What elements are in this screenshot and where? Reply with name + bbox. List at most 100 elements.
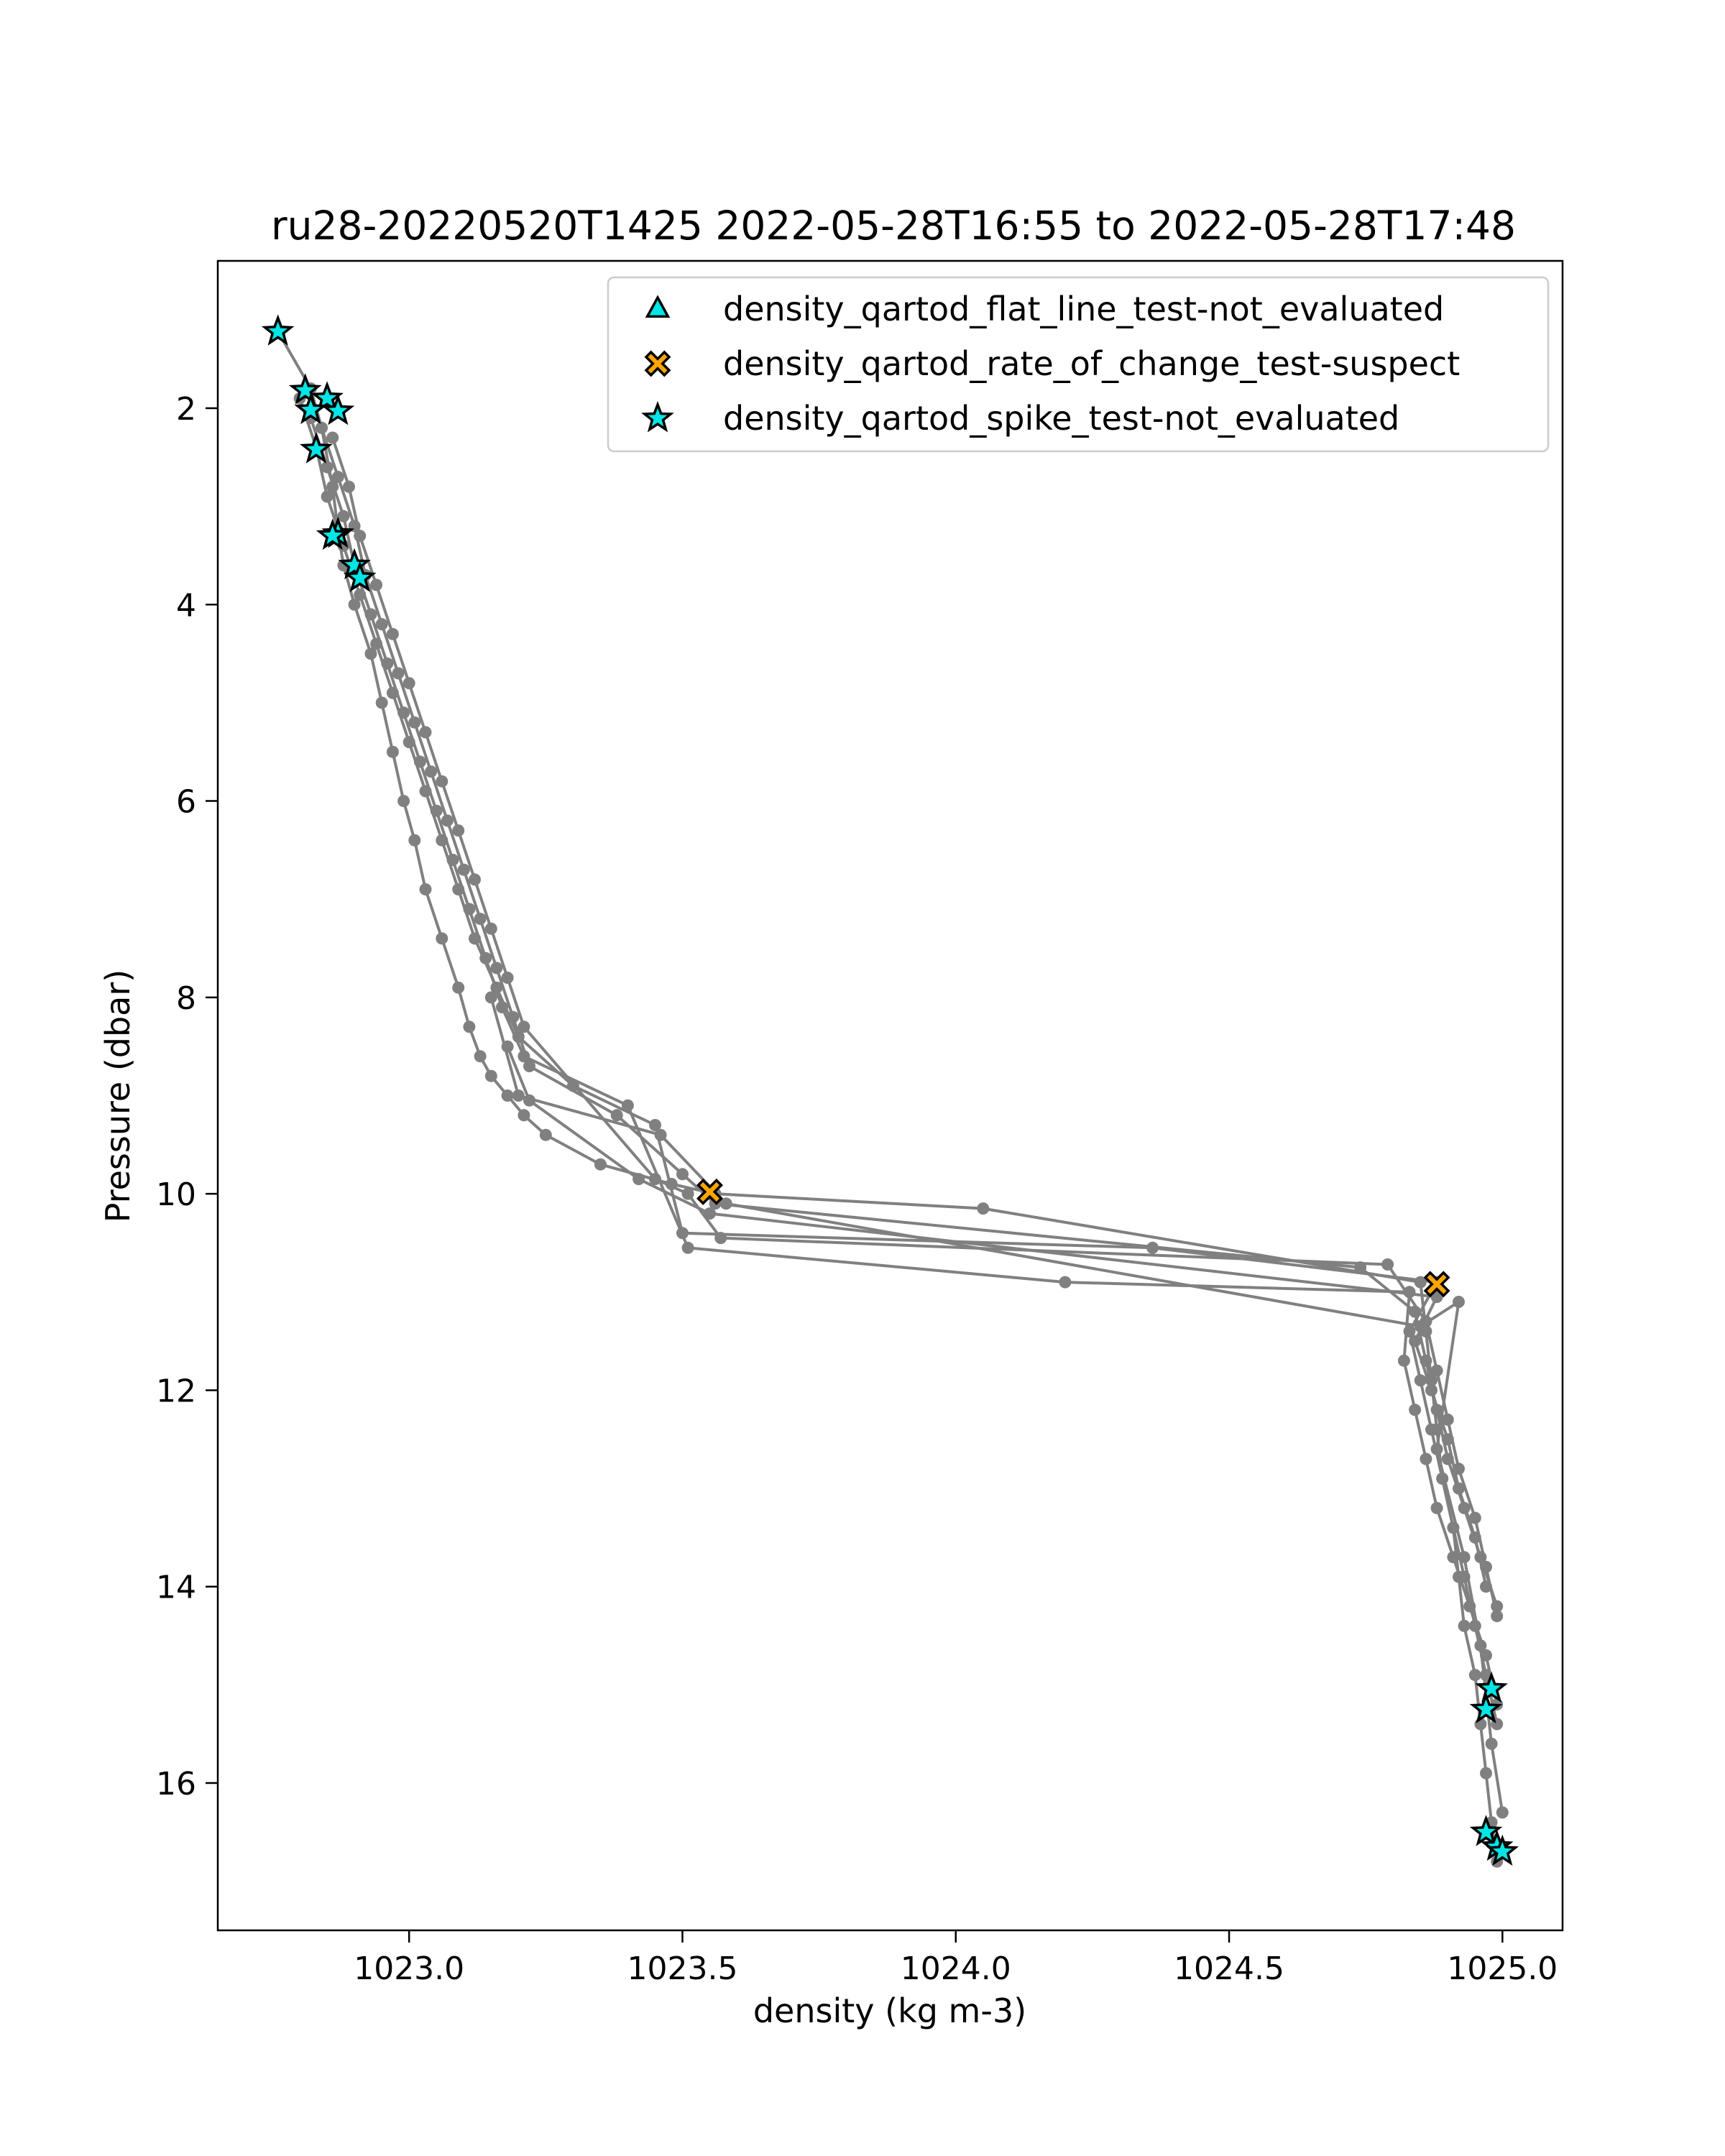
profile-point <box>1441 1433 1454 1446</box>
profile-point <box>1458 1619 1471 1632</box>
profile-point <box>977 1202 990 1215</box>
profile-point <box>321 490 334 503</box>
profile-point <box>1425 1383 1438 1396</box>
chart-title: ru28-20220520T1425 2022-05-28T16:55 to 2… <box>271 203 1516 249</box>
profile-point <box>719 1197 732 1210</box>
profile-point <box>452 824 465 837</box>
legend-entry: density_qartod_rate_of_change_test-suspe… <box>723 344 1460 383</box>
y-tick-label: 14 <box>156 1570 196 1606</box>
profile-point <box>326 431 339 444</box>
profile-point <box>348 598 361 611</box>
profile-point <box>413 755 426 768</box>
profile-point <box>1409 1404 1422 1416</box>
y-tick-label: 16 <box>156 1766 196 1802</box>
x-tick-label: 1024.5 <box>1174 1950 1284 1987</box>
profile-point <box>375 618 388 631</box>
x-tick-label: 1023.0 <box>354 1950 464 1987</box>
x-axis-label: density (kg m-3) <box>753 1991 1026 2030</box>
profile-point <box>446 854 459 866</box>
profile-point <box>1491 1610 1504 1623</box>
legend-x-marker <box>644 350 671 377</box>
profile-point <box>1420 1452 1432 1465</box>
legend: density_qartod_flat_line_test-not_evalua… <box>607 276 1550 453</box>
star-marker <box>310 381 344 413</box>
profile-point <box>501 972 514 984</box>
profile-point <box>479 952 492 964</box>
profile-point <box>337 510 350 522</box>
profile-point <box>386 627 399 640</box>
profile-point <box>1480 1766 1492 1779</box>
profile-point <box>1474 1639 1487 1652</box>
legend-box <box>607 276 1550 453</box>
profile-point <box>402 677 415 690</box>
profile-point <box>1414 1374 1427 1387</box>
profile-point <box>1496 1806 1509 1819</box>
profile-point <box>463 1021 476 1033</box>
profile-point <box>518 1021 530 1033</box>
profile-point <box>704 1207 716 1220</box>
x-marker <box>696 1178 723 1205</box>
profile-point <box>1430 1501 1443 1514</box>
profile-point <box>381 657 394 670</box>
star-marker <box>1469 1692 1503 1723</box>
profile-point <box>1414 1320 1427 1333</box>
y-tick-label: 6 <box>176 784 196 821</box>
profile-point <box>343 480 355 493</box>
profile-point <box>364 608 377 621</box>
profile-point <box>370 579 383 591</box>
profile-point <box>331 471 344 484</box>
star-marker <box>316 518 349 550</box>
profile-point <box>392 667 405 680</box>
profile-point <box>484 922 497 935</box>
profile-point <box>1468 1669 1481 1682</box>
x-tick-label: 1025.0 <box>1447 1950 1558 1987</box>
x-axis: 1023.0 1023.5 1024.0 1024.5 1025.0 <box>354 1930 1558 1987</box>
profile-point <box>474 1050 487 1063</box>
y-axis: 2 4 6 8 10 12 14 16 <box>156 391 218 1802</box>
profile-point <box>1425 1423 1438 1436</box>
star-marker <box>338 548 371 580</box>
profile-point <box>436 775 448 788</box>
profile-line <box>331 437 1499 1617</box>
legend-entry: density_qartod_spike_test-not_evaluated <box>723 399 1399 438</box>
profile-point <box>386 745 399 758</box>
profile-point <box>654 1128 667 1141</box>
star-marker <box>1475 1671 1508 1703</box>
profile-line <box>309 417 1499 1705</box>
profile-point <box>507 1010 520 1023</box>
profile-point <box>496 1001 508 1013</box>
profile-point <box>621 1099 634 1112</box>
star-marker <box>300 432 333 464</box>
profile-point <box>375 696 388 709</box>
star-marker <box>261 314 295 346</box>
profile-point <box>436 932 448 945</box>
profile-point <box>441 814 454 827</box>
y-axis-label: Pressure (dbar) <box>98 969 137 1222</box>
profile-point <box>397 795 410 808</box>
profile-point <box>681 1241 694 1254</box>
profile-point <box>408 834 421 847</box>
profile-point <box>681 1187 694 1200</box>
y-tick-label: 2 <box>176 391 196 428</box>
profile-point <box>1453 1482 1465 1495</box>
profile-point <box>1397 1354 1410 1367</box>
x-marker <box>1423 1271 1450 1298</box>
x-tick-label: 1024.0 <box>901 1950 1011 1987</box>
profile-point <box>430 804 443 817</box>
y-tick-label: 8 <box>176 980 196 1017</box>
star-marker <box>321 394 355 425</box>
profile-point <box>1458 1551 1471 1564</box>
profile-point <box>474 913 487 925</box>
profile-point <box>490 962 503 975</box>
star-marker <box>294 392 328 425</box>
profile-point <box>397 706 410 719</box>
profile-point <box>408 716 421 729</box>
profile-point <box>501 1089 514 1102</box>
profile-point <box>594 1158 607 1171</box>
profile-point <box>469 873 481 886</box>
profile-point <box>1409 1335 1422 1348</box>
legend-star-marker <box>641 401 674 433</box>
profile-point <box>1381 1258 1394 1271</box>
profile-point <box>518 1109 530 1122</box>
profile-point <box>419 883 432 895</box>
